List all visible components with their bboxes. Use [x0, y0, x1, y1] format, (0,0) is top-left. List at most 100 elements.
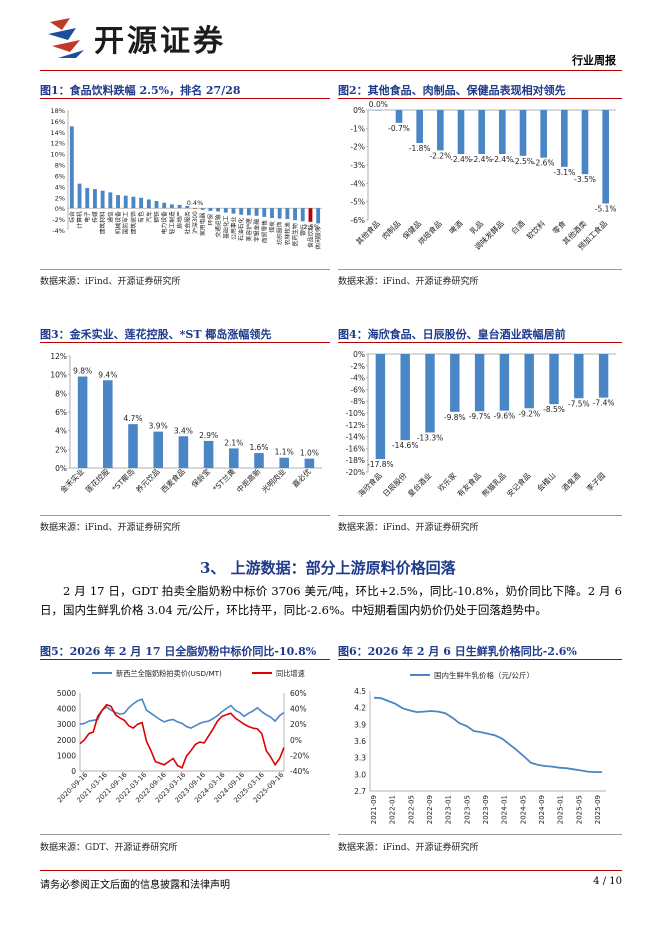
bar — [375, 354, 386, 460]
bar — [400, 354, 410, 441]
y-tick-label: -8% — [350, 397, 365, 406]
bar — [77, 183, 82, 209]
y-tick-label: 0% — [353, 106, 365, 115]
bar — [262, 208, 267, 217]
fig2-source: 数据来源：iFind、开源证券研究所 — [338, 277, 479, 287]
category-label: 石油石化 — [237, 218, 245, 241]
bar — [304, 458, 315, 468]
category-label: 房地产 — [176, 211, 184, 229]
y-right-tick-label: 60% — [290, 689, 307, 698]
y-tick-label: 2% — [55, 445, 67, 454]
bar — [178, 436, 189, 468]
bar — [123, 195, 128, 209]
header-divider — [40, 70, 622, 71]
data-label: 1.0% — [300, 449, 319, 458]
bar — [277, 208, 282, 219]
x-tick-label: 2021-09 — [370, 795, 378, 824]
fig4-chart: 0%-2%-4%-6%-8%-10%-12%-14%-16%-18%-20%海欣… — [346, 350, 616, 499]
fig2-chart: 0%-1%-2%-3%-4%-5%-6%其他食品0.0%肉制品-0.7%保健品-… — [350, 100, 616, 252]
logo-mark-icon — [48, 18, 84, 58]
bar — [239, 208, 244, 215]
category-label: 肉制品 — [379, 218, 402, 241]
bar — [499, 354, 510, 411]
fig2-bottom-rule — [338, 269, 622, 270]
data-label: 4.7% — [123, 414, 142, 423]
category-label: 有友食品 — [455, 470, 483, 498]
bar — [279, 457, 289, 468]
bar — [85, 188, 90, 209]
fig6-title-rule — [338, 659, 622, 660]
bar — [153, 431, 163, 468]
section-heading: 3、 上游数据：部分上游原料价格回落 — [200, 559, 456, 577]
category-label: 环保 — [206, 214, 214, 226]
y-tick-label: 16% — [51, 118, 65, 126]
y-tick-label: 12% — [51, 140, 65, 148]
bar — [375, 110, 382, 111]
y-tick-label: 8% — [55, 389, 67, 398]
y-tick-label: 6% — [55, 172, 65, 180]
data-label: -17.8% — [367, 460, 394, 469]
bar — [139, 197, 144, 209]
data-label: -2.2% — [429, 151, 451, 160]
y-tick-label: 3.3 — [354, 754, 366, 763]
bar — [169, 204, 174, 209]
bar — [128, 424, 138, 468]
category-label: 熊猫乳品 — [480, 470, 508, 498]
data-label: 1.1% — [275, 448, 294, 457]
price-series-line — [79, 698, 285, 729]
y-tick-label: -10% — [346, 409, 365, 418]
category-label: 非银金融 — [253, 219, 261, 242]
category-label: 会稽山 — [534, 470, 557, 493]
data-label: 3.9% — [149, 422, 168, 431]
bar — [524, 354, 534, 409]
y-tick-label: 3.0 — [354, 770, 366, 779]
y-tick-label: 3.9 — [354, 720, 366, 729]
bar — [474, 354, 485, 412]
y-tick-label: 3.6 — [354, 737, 366, 746]
fig2-title-rule — [338, 98, 622, 99]
data-label: -9.8% — [444, 413, 466, 422]
data-label: -14.6% — [392, 441, 419, 450]
category-label: 啤酒 — [447, 218, 465, 236]
legend-label-yoy: 同比增速 — [276, 669, 305, 678]
category-label: 综合 — [68, 211, 76, 223]
category-label: *ST兰黄 — [210, 466, 237, 493]
category-label: 乳品 — [467, 218, 485, 236]
bar — [308, 208, 313, 222]
y-left-tick-label: 2000 — [57, 736, 76, 745]
x-tick-label: 2022-05 — [407, 795, 415, 824]
bar — [285, 208, 290, 220]
bar — [100, 190, 105, 209]
category-label: 银行 — [299, 224, 307, 236]
bar — [561, 110, 568, 167]
section-paragraph: 2 月 17 日，GDT 拍卖全脂奶粉中标价 3706 美元/吨，环比+2.5%… — [40, 584, 622, 617]
footer-divider — [40, 870, 622, 871]
fig1-chart: 18% 16% 14% 12% 10% 8% 6% 4% 2% 0% -2% -4%综合 计算机 电子 传媒… — [51, 107, 323, 250]
bar — [200, 208, 205, 210]
data-label: -1.8% — [409, 144, 431, 153]
x-tick-label: 2023-05 — [463, 795, 471, 824]
category-label: 安记食品 — [504, 470, 532, 498]
bar — [437, 110, 444, 151]
data-label: 2.9% — [199, 431, 218, 440]
bar — [185, 206, 190, 209]
bar — [154, 201, 159, 209]
bar — [177, 204, 182, 209]
y-tick-label: 4% — [55, 427, 67, 436]
y-tick-label: -18% — [346, 456, 365, 465]
bar — [316, 208, 321, 224]
category-label: 社会服务 — [183, 211, 191, 234]
fig6-source: 数据来源：iFind、开源证券研究所 — [338, 843, 479, 853]
category-label: 美容护理 — [245, 218, 253, 241]
bar — [69, 126, 74, 209]
fig5-title: 图5：2026 年 2 月 17 日全脂奶粉中标价同比-10.8% — [40, 645, 317, 658]
data-label: 0.4% — [187, 199, 204, 207]
category-label: 轻工制造 — [168, 211, 176, 234]
fig1-bottom-rule — [40, 269, 330, 270]
category-label: 休闲服务 — [314, 226, 322, 249]
milk-price-series-line — [373, 696, 602, 773]
bar — [395, 110, 403, 123]
x-tick-label: 2023-09 — [482, 795, 490, 824]
category-label: 电力设备 — [160, 211, 168, 234]
fig6-chart: 国内生鲜牛乳价格（元/公斤） 4.5 4.2 3.9 3.6 3.3 3.0 2.7 2021-… — [354, 670, 606, 824]
